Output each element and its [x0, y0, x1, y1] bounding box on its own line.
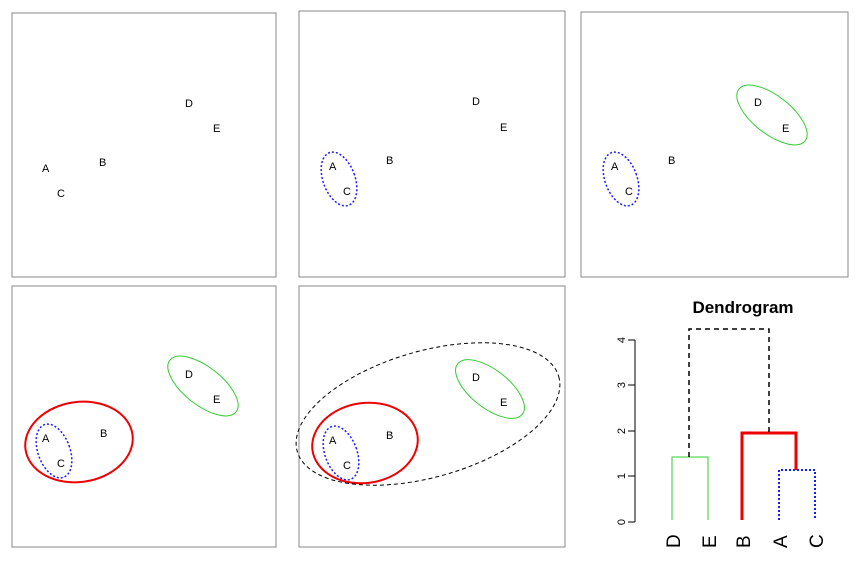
leaf-label-c: C [807, 534, 828, 548]
leaf-label-b: B [734, 535, 755, 548]
panel-3-frame [581, 12, 848, 277]
branch-all [689, 329, 769, 457]
cluster-de-ellipse [446, 349, 534, 429]
dendrogram-title: Dendrogram [692, 298, 793, 317]
point-label-d: D [754, 97, 762, 109]
branch-bac [742, 433, 796, 520]
y-tick-label-4: 4 [616, 337, 628, 343]
point-label-b: B [668, 155, 675, 167]
point-label-c: C [57, 458, 65, 470]
leaf-label-a: A [771, 535, 792, 548]
point-label-c: C [343, 186, 351, 198]
point-label-d: D [472, 96, 480, 108]
cluster-bac-ellipse [20, 395, 138, 489]
leaf-label-e: E [700, 535, 721, 548]
panel-3: A B C D E [581, 12, 848, 277]
leaf-label-d: D [664, 534, 685, 548]
point-label-c: C [343, 460, 351, 472]
point-label-b: B [99, 157, 106, 169]
point-label-c: C [625, 186, 633, 198]
point-label-e: E [500, 122, 507, 134]
y-tick-label-0: 0 [616, 519, 628, 525]
panel-2: A B C D E [299, 11, 565, 277]
point-label-d: D [185, 369, 193, 381]
cluster-ac-ellipse [316, 421, 365, 485]
cluster-bac-ellipse [307, 396, 423, 490]
panel-2-frame [299, 11, 565, 277]
y-tick-label-2: 2 [616, 428, 628, 434]
point-label-a: A [42, 163, 50, 175]
panel-1-frame [12, 13, 276, 277]
point-label-e: E [500, 397, 507, 409]
point-label-b: B [100, 428, 107, 440]
point-label-b: B [386, 430, 393, 442]
branch-ac [779, 470, 815, 520]
point-label-e: E [782, 123, 789, 135]
y-tick-label-1: 1 [616, 473, 628, 479]
cluster-all-ellipse [280, 316, 576, 512]
branch-de [672, 457, 708, 520]
point-label-a: A [329, 435, 337, 447]
point-label-c: C [57, 188, 65, 200]
point-label-a: A [611, 161, 619, 173]
cluster-ac-ellipse [596, 147, 645, 211]
point-label-b: B [386, 155, 393, 167]
panel-5: A B C D E [280, 286, 576, 547]
y-ticks [628, 340, 635, 522]
panel-1: A B C D E [12, 13, 276, 277]
y-tick-label-3: 3 [616, 382, 628, 388]
cluster-de-ellipse [727, 74, 817, 156]
cluster-ac-ellipse [314, 147, 363, 211]
point-label-e: E [213, 123, 220, 135]
panel-4-frame [12, 286, 276, 547]
dendrogram-panel: Dendrogram 0 1 2 3 4 D E B A C [616, 298, 828, 548]
y-tick-labels: 0 1 2 3 4 [616, 337, 628, 525]
panel-4: A B C D E [12, 286, 276, 547]
cluster-de-ellipse [158, 345, 248, 427]
point-label-d: D [472, 372, 480, 384]
point-label-d: D [185, 98, 193, 110]
point-label-e: E [213, 394, 220, 406]
point-label-a: A [42, 433, 50, 445]
cluster-ac-ellipse [29, 419, 78, 483]
panel-5-frame [299, 286, 565, 547]
point-label-a: A [329, 161, 337, 173]
